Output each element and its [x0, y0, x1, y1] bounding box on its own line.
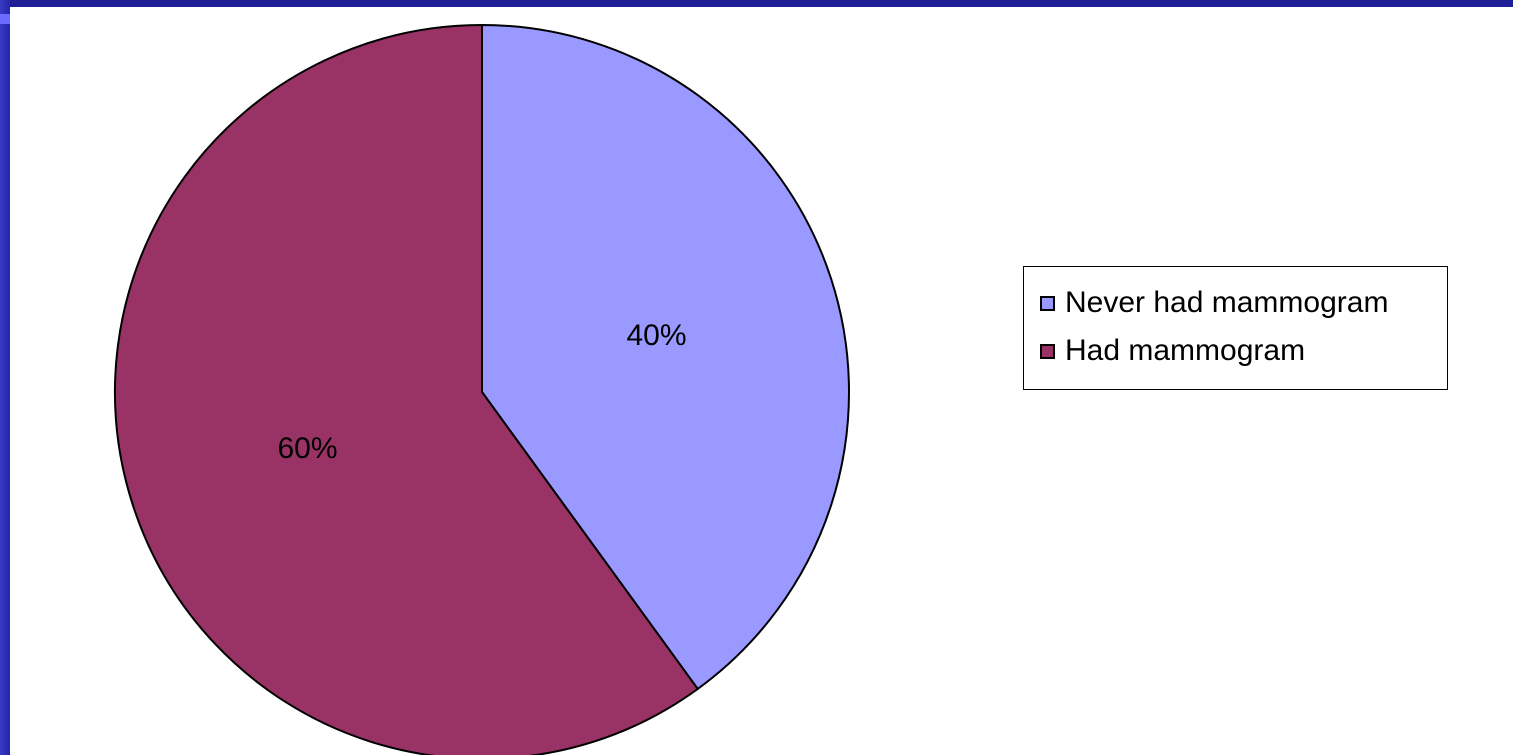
legend-swatch-never-had-mammogram [1040, 295, 1055, 311]
slide-strip-mark [0, 14, 10, 24]
pie-label-had-mammogram: 60% [277, 432, 337, 465]
chart-area: 40% 60% Never had mammogram Had mammogram [10, 7, 1513, 755]
chart-legend: Never had mammogram Had mammogram [1023, 266, 1448, 390]
pie-label-never-had-mammogram: 40% [626, 319, 686, 352]
legend-item-had-mammogram: Had mammogram [1040, 333, 1305, 369]
pie-chart: 40% 60% [114, 23, 850, 755]
pie-slice-had-mammogram [114, 23, 700, 755]
legend-label-had-mammogram: Had mammogram [1065, 334, 1306, 367]
legend-swatch-had-mammogram [1040, 343, 1055, 359]
legend-label-never-had-mammogram: Never had mammogram [1065, 286, 1389, 319]
legend-item-never-had-mammogram: Never had mammogram [1040, 285, 1388, 321]
pie-slice-never-had-mammogram [481, 23, 850, 691]
slide-left-strip [0, 0, 10, 755]
